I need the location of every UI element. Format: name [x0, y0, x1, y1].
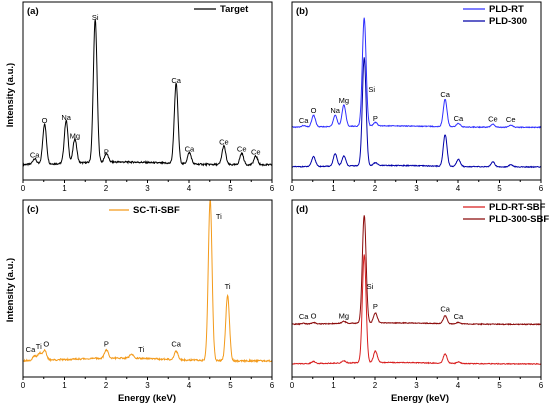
x-tick-label: 3 — [145, 184, 150, 193]
peak-annotation: Ca — [171, 339, 181, 348]
peak-annotation: Ca — [454, 312, 464, 321]
peak-annotation: Si — [92, 13, 99, 22]
peak-annotation: Ti — [216, 212, 222, 221]
x-tick-label: 4 — [456, 184, 461, 193]
legend-label: SC-Ti-SBF — [133, 205, 180, 216]
peak-annotation: Si — [368, 85, 375, 94]
x-tick-label: 5 — [497, 184, 502, 193]
peak-annotation: Na — [61, 113, 71, 122]
peak-annotation: O — [42, 116, 48, 125]
x-tick-label: 2 — [104, 184, 109, 193]
x-tick-label: 5 — [497, 381, 502, 390]
x-tick-label: 6 — [270, 381, 275, 390]
x-axis-label-right: Energy (keV) — [391, 393, 449, 404]
x-tick-label: 1 — [62, 184, 67, 193]
peak-annotation: Ce — [506, 115, 516, 124]
peak-annotation: Ca — [454, 114, 464, 123]
x-tick-label: 5 — [228, 184, 233, 193]
x-tick-label: 4 — [456, 381, 461, 390]
x-tick-label: 4 — [187, 184, 192, 193]
peak-annotation: Ca — [171, 76, 181, 85]
peak-annotation: Ce — [488, 115, 498, 124]
y-axis-label-bottom: Intensity (a.u.) — [5, 258, 16, 322]
peak-annotation: P — [373, 302, 378, 311]
x-tick-label: 5 — [228, 381, 233, 390]
plot-frame — [22, 199, 273, 378]
legend-label: PLD-300-SBF — [489, 214, 549, 225]
series-line-pld-rt — [292, 17, 541, 129]
panel-label: (d) — [296, 204, 308, 215]
x-tick-label: 0 — [21, 381, 26, 390]
peak-annotation: Ti — [225, 282, 231, 291]
y-axis-label-top: Intensity (a.u.) — [5, 63, 16, 127]
legend-label: Target — [220, 4, 249, 15]
series-line-target — [23, 19, 272, 168]
peak-annotation: Na — [330, 106, 340, 115]
series-line-pld-rt-sbf — [292, 254, 541, 366]
x-tick-label: 3 — [145, 381, 150, 390]
plot-frame — [22, 1, 273, 181]
x-tick-label: 6 — [539, 381, 544, 390]
peak-annotation: Mg — [339, 312, 349, 321]
x-tick-label: 3 — [414, 381, 419, 390]
peak-annotation: Ti — [36, 342, 42, 351]
series-line-pld-300 — [292, 57, 541, 169]
peak-annotation: Ca — [440, 90, 450, 99]
x-tick-label: 1 — [331, 184, 336, 193]
peak-annotation: Ca — [185, 145, 195, 154]
x-tick-label: 2 — [104, 381, 109, 390]
series-line-pld-300-sbf — [292, 215, 541, 326]
peak-annotation: Si — [367, 282, 374, 291]
panel-label: (b) — [296, 6, 308, 17]
x-tick-label: 6 — [270, 184, 275, 193]
legend-label: PLD-300 — [489, 16, 527, 27]
panel-label: (a) — [27, 6, 39, 17]
peak-annotation: O — [311, 312, 317, 321]
peak-annotation: Ce — [251, 147, 261, 156]
peak-annotation: Ti — [138, 345, 144, 354]
peak-annotation: O — [311, 106, 317, 115]
peak-annotation: P — [104, 339, 109, 348]
peak-annotation: Ce — [219, 137, 229, 146]
peak-annotation: Ca — [30, 150, 40, 159]
peak-annotation: Ca — [26, 345, 36, 354]
legend-label: PLD-RT-SBF — [489, 202, 546, 213]
plot-frame — [291, 199, 542, 378]
peak-annotation: Ca — [299, 116, 309, 125]
x-tick-label: 3 — [414, 184, 419, 193]
panel-label: (c) — [27, 204, 39, 215]
x-tick-label: 4 — [187, 381, 192, 390]
peak-annotation: Ca — [440, 304, 450, 313]
legend-label: PLD-RT — [489, 4, 524, 15]
panel-a: 0 1 2 3 4 5 6 (a) Target Ca O Na Mg Si P Ca Ca Ce Ce Ce — [21, 1, 275, 193]
peak-annotation: P — [373, 114, 378, 123]
peak-annotation: Mg — [70, 132, 80, 141]
x-axis-label-left: Energy (keV) — [118, 393, 176, 404]
peak-annotation: Mg — [339, 96, 349, 105]
x-tick-label: 0 — [290, 381, 295, 390]
x-tick-label: 1 — [62, 381, 67, 390]
x-tick-label: 2 — [373, 381, 378, 390]
x-tick-label: 0 — [21, 184, 26, 193]
x-tick-label: 6 — [539, 184, 544, 193]
peak-annotation: Ca — [299, 312, 309, 321]
peak-annotation: Ce — [237, 145, 247, 154]
x-tick-label: 2 — [373, 184, 378, 193]
peak-annotation: O — [43, 339, 49, 348]
series-line-sc-ti-sbf — [23, 200, 272, 364]
x-tick-label: 1 — [331, 381, 336, 390]
peak-annotation: P — [104, 147, 109, 156]
plot-frame — [291, 1, 542, 181]
x-tick-label: 0 — [290, 184, 295, 193]
